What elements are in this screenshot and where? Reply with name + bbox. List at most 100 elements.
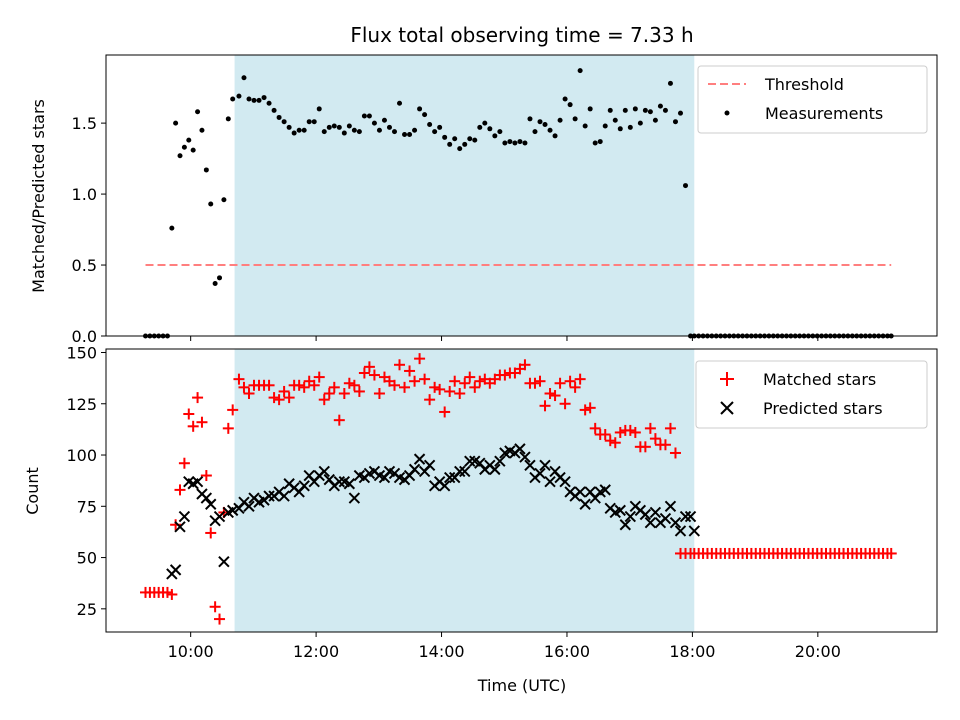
measurements-point (386, 124, 392, 130)
measurements-point (447, 141, 453, 147)
matched-stars-point (200, 470, 212, 482)
measurements-point (266, 100, 272, 106)
matched-stars-point (559, 398, 571, 410)
matched-stars-point (885, 547, 897, 559)
x-tick-label: 20:00 (795, 642, 841, 661)
matched-stars-point (669, 447, 681, 459)
predicted-stars-point (659, 512, 672, 525)
measurements-point (221, 197, 227, 203)
measurements-point (592, 140, 598, 146)
matched-stars-point (183, 408, 195, 420)
matched-stars-point (579, 404, 591, 416)
measurements-point (186, 137, 192, 143)
measurements-point (567, 102, 573, 108)
measurements-point (537, 119, 543, 125)
measurements-point (316, 106, 322, 112)
ratio-panel-marks (143, 68, 894, 339)
measurements-point (225, 116, 231, 122)
measurements-point (271, 107, 277, 113)
predicted-stars-point (674, 525, 687, 537)
count-y-tick-label: 125 (66, 395, 97, 414)
predicted-stars-point (174, 521, 186, 533)
measurements-point (662, 107, 668, 113)
legend-matched-label: Matched stars (763, 370, 876, 389)
measurements-point (208, 201, 214, 207)
matched-stars-point (439, 406, 451, 418)
matched-stars-point (519, 359, 531, 371)
predicted-stars-point (649, 506, 662, 519)
predicted-stars-point (454, 465, 466, 478)
predicted-stars-point (688, 525, 700, 537)
predicted-stars-point (408, 463, 421, 476)
measurements-point (487, 126, 493, 132)
measurements-point (173, 120, 179, 126)
count-panel-y-ticks: 25 50 75 100 125 150 (66, 343, 106, 619)
ratio-panel-shaded-region (234, 55, 695, 336)
matched-stars-point (308, 379, 320, 391)
measurements-point (677, 110, 683, 116)
measurements-point (477, 124, 483, 130)
measurements-point (306, 119, 312, 125)
measurements-point (195, 109, 201, 115)
measurements-point (482, 120, 488, 126)
count-panel-y-axis-label: Count (23, 467, 42, 515)
matched-stars-point (554, 377, 566, 389)
predicted-stars-point (333, 475, 346, 488)
measurements-point (522, 140, 528, 146)
chart-title: Flux total observing time = 7.33 h (350, 23, 693, 47)
measurements-point (527, 116, 533, 122)
predicted-stars-point (679, 510, 692, 523)
matched-stars-point (278, 385, 290, 397)
measurements-point (190, 147, 196, 153)
matched-stars-point (544, 388, 556, 400)
matched-stars-point (599, 429, 611, 441)
count-panel: 25 50 75 100 125 150 10:00 12:00 14:00 16:00 18:0… (23, 343, 938, 695)
legend-threshold-label: Threshold (764, 75, 844, 94)
measurements-point (212, 280, 218, 286)
measurements-point (607, 107, 613, 113)
predicted-stars-point (544, 475, 556, 488)
legend-predicted-swatch (720, 401, 734, 415)
measurements-point (462, 141, 468, 147)
matched-stars-point (499, 369, 511, 381)
measurements-point (351, 127, 357, 133)
measurements-point (203, 167, 209, 173)
matched-stars-point (414, 353, 426, 365)
matched-stars-point (644, 422, 656, 434)
measurements-point (286, 124, 292, 130)
count-y-tick-label: 100 (66, 446, 97, 465)
measurements-point (236, 93, 242, 99)
ratio-y-tick-label: 1.5 (72, 114, 97, 133)
predicted-stars-point (534, 467, 546, 480)
matched-stars-point (348, 379, 360, 391)
measurements-point (321, 129, 327, 135)
measurements-point (612, 117, 618, 123)
legend-measurements-swatch (724, 110, 730, 116)
measurements-point (652, 117, 658, 123)
predicted-stars-point (226, 504, 239, 517)
measurements-point (376, 127, 382, 133)
matched-stars-point (639, 441, 651, 453)
predicted-stars-point (200, 492, 213, 504)
predicted-stars-point (178, 510, 191, 523)
measurements-point (502, 140, 508, 146)
matched-stars-point (222, 422, 234, 434)
measurements-point (452, 136, 458, 142)
predicted-stars-point (644, 516, 657, 529)
measurements-point (356, 129, 362, 135)
predicted-stars-point (489, 463, 501, 476)
matched-stars-point (449, 375, 461, 387)
measurements-point (512, 140, 518, 146)
measurements-point (341, 130, 347, 136)
matched-stars-point (318, 394, 330, 406)
measurements-point (301, 127, 307, 133)
predicted-stars-point (263, 490, 275, 502)
x-tick-label: 16:00 (544, 642, 590, 661)
matched-stars-point (323, 388, 335, 400)
matched-stars-point (238, 381, 250, 393)
predicted-stars-point (438, 480, 451, 492)
measurements-point (547, 127, 553, 133)
matched-stars-point (227, 404, 239, 416)
measurements-point (602, 123, 608, 129)
measurements-point (617, 126, 623, 132)
